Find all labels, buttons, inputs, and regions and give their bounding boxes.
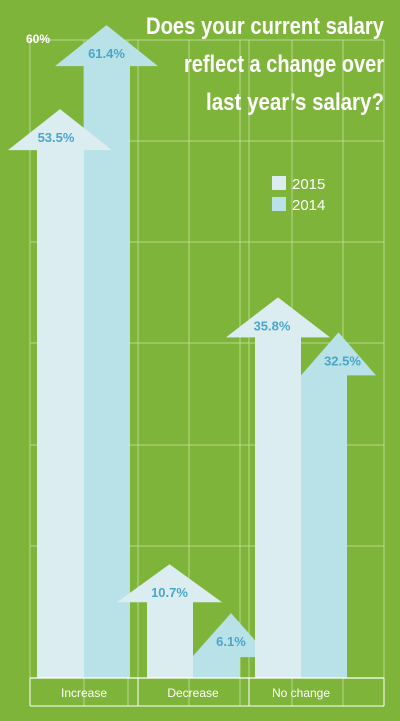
value-label-2014-no-change: 32.5% [324,353,361,368]
arrow-2015-increase [8,109,112,678]
title-line-2: reflect a change over [184,51,384,78]
title-line-1: Does your current salary [146,13,385,40]
x-tick-label-no-change: No change [272,686,330,700]
x-tick-label-increase: Increase [61,686,107,700]
value-label-2015-no-change: 35.8% [254,318,291,333]
y-tick-label: 60% [26,32,50,46]
arrow-2014-increase [55,25,158,678]
value-label-2014-decrease: 6.1% [216,634,246,649]
chart-title: Does your current salary reflect a chang… [146,13,385,116]
legend-label-2015: 2015 [292,176,325,193]
value-label-2015-increase: 53.5% [38,130,75,145]
x-tick-label-decrease: Decrease [167,686,219,700]
legend-swatch-2014 [272,197,286,211]
legend-swatch-2015 [272,176,286,190]
arrow-2014-no-change [301,332,376,678]
legend: 2015 2014 [272,176,325,214]
title-line-3: last year’s salary? [206,89,384,116]
legend-label-2014: 2014 [292,197,325,214]
arrow-2014-decrease [192,613,270,678]
value-label-2014-increase: 61.4% [88,46,125,61]
axis: Increase Decrease No change [29,677,385,707]
arrow-2015-no-change [226,297,330,678]
arrow-2015-decrease [117,564,222,678]
value-labels: 53.5% 10.7% 35.8% 61.4% 6.1% 32.5% [38,46,362,649]
arrows [8,25,376,678]
value-label-2015-decrease: 10.7% [151,585,188,600]
